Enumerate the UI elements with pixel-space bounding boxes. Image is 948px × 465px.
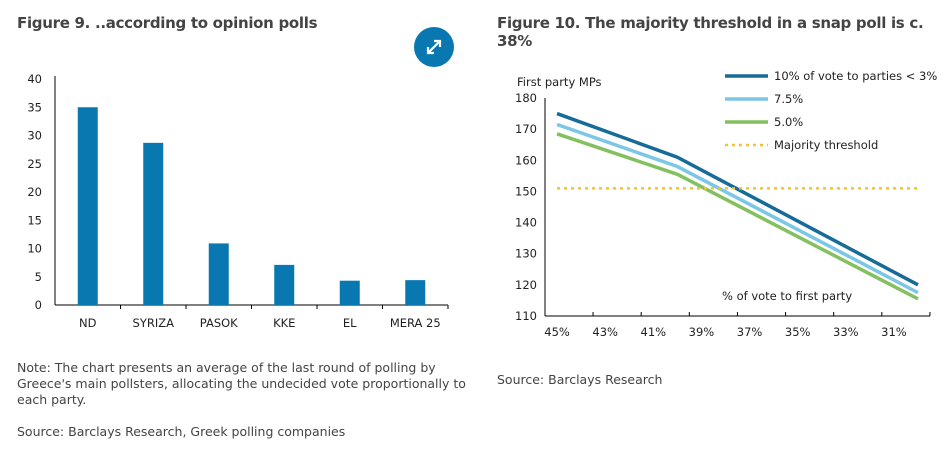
bar-y-tick-label: 5: [35, 270, 42, 284]
bar-kke: [274, 264, 295, 305]
bar-y-tick-label: 35: [27, 100, 42, 114]
expand-button[interactable]: [414, 27, 454, 67]
line-x-tick-label: 39%: [689, 325, 715, 339]
line-x-tick-label: 35%: [785, 325, 811, 339]
line-y-tick-label: 150: [515, 184, 537, 198]
figure10-source: Source: Barclays Research: [497, 372, 663, 387]
expand-arrows-icon: [426, 39, 442, 55]
series-line-2: [556, 132, 919, 301]
figure9-title: Figure 9. ..according to opinion polls: [17, 14, 318, 32]
bar-y-tick-label: 10: [27, 242, 42, 256]
bar-y-tick-label: 20: [27, 185, 42, 199]
line-x-tick-label: 45%: [544, 325, 570, 339]
bar-y-tick-label: 30: [27, 129, 42, 143]
line-x-axis-label: % of vote to first party: [722, 289, 852, 303]
bar-y-tick-label: 0: [35, 298, 42, 312]
line-y-tick-label: 130: [515, 247, 537, 261]
line-y-tick-label: 160: [515, 153, 537, 167]
line-x-tick-label: 41%: [641, 325, 667, 339]
bar-syriza: [143, 142, 164, 305]
line-x-tick-label: 33%: [833, 325, 859, 339]
line-y-tick-label: 170: [515, 122, 537, 136]
bar-nd: [77, 107, 98, 305]
bar-x-tick-label: KKE: [273, 316, 295, 330]
bar-x-tick-label: MERA 25: [390, 316, 441, 330]
series-line-0: [556, 111, 919, 287]
figure10-title: Figure 10. The majority threshold in a s…: [497, 14, 924, 50]
bar-x-tick-label: SYRIZA: [133, 316, 175, 330]
legend-label: 7.5%: [774, 92, 803, 106]
bar-y-tick-label: 40: [27, 72, 42, 86]
bar-x-tick-label: EL: [343, 316, 357, 330]
bar-el: [339, 280, 360, 305]
series-line-1: [556, 122, 919, 295]
bar-y-tick-label: 15: [27, 213, 42, 227]
bar-x-tick-label: ND: [79, 316, 97, 330]
line-y-tick-label: 110: [515, 309, 537, 323]
line-y-tick-label: 140: [515, 216, 537, 230]
legend-label: Majority threshold: [774, 138, 878, 152]
figure9-source: Source: Barclays Research, Greek polling…: [17, 424, 346, 439]
bar-x-tick-label: PASOK: [200, 316, 238, 330]
line-x-tick-label: 31%: [881, 325, 907, 339]
figure9-note: Note: The chart presents an average of t…: [17, 360, 466, 407]
line-x-tick-label: 43%: [592, 325, 618, 339]
line-y-axis-label: First party MPs: [517, 75, 602, 89]
line-y-tick-label: 120: [515, 278, 537, 292]
bar-y-tick-label: 25: [27, 157, 42, 171]
legend-label: 5.0%: [774, 115, 803, 129]
line-x-tick-label: 37%: [737, 325, 763, 339]
bar-pasok: [208, 243, 229, 305]
legend-label: 10% of vote to parties < 3%: [774, 69, 937, 83]
line-y-tick-label: 180: [515, 91, 537, 105]
bar-mera25: [405, 280, 426, 305]
